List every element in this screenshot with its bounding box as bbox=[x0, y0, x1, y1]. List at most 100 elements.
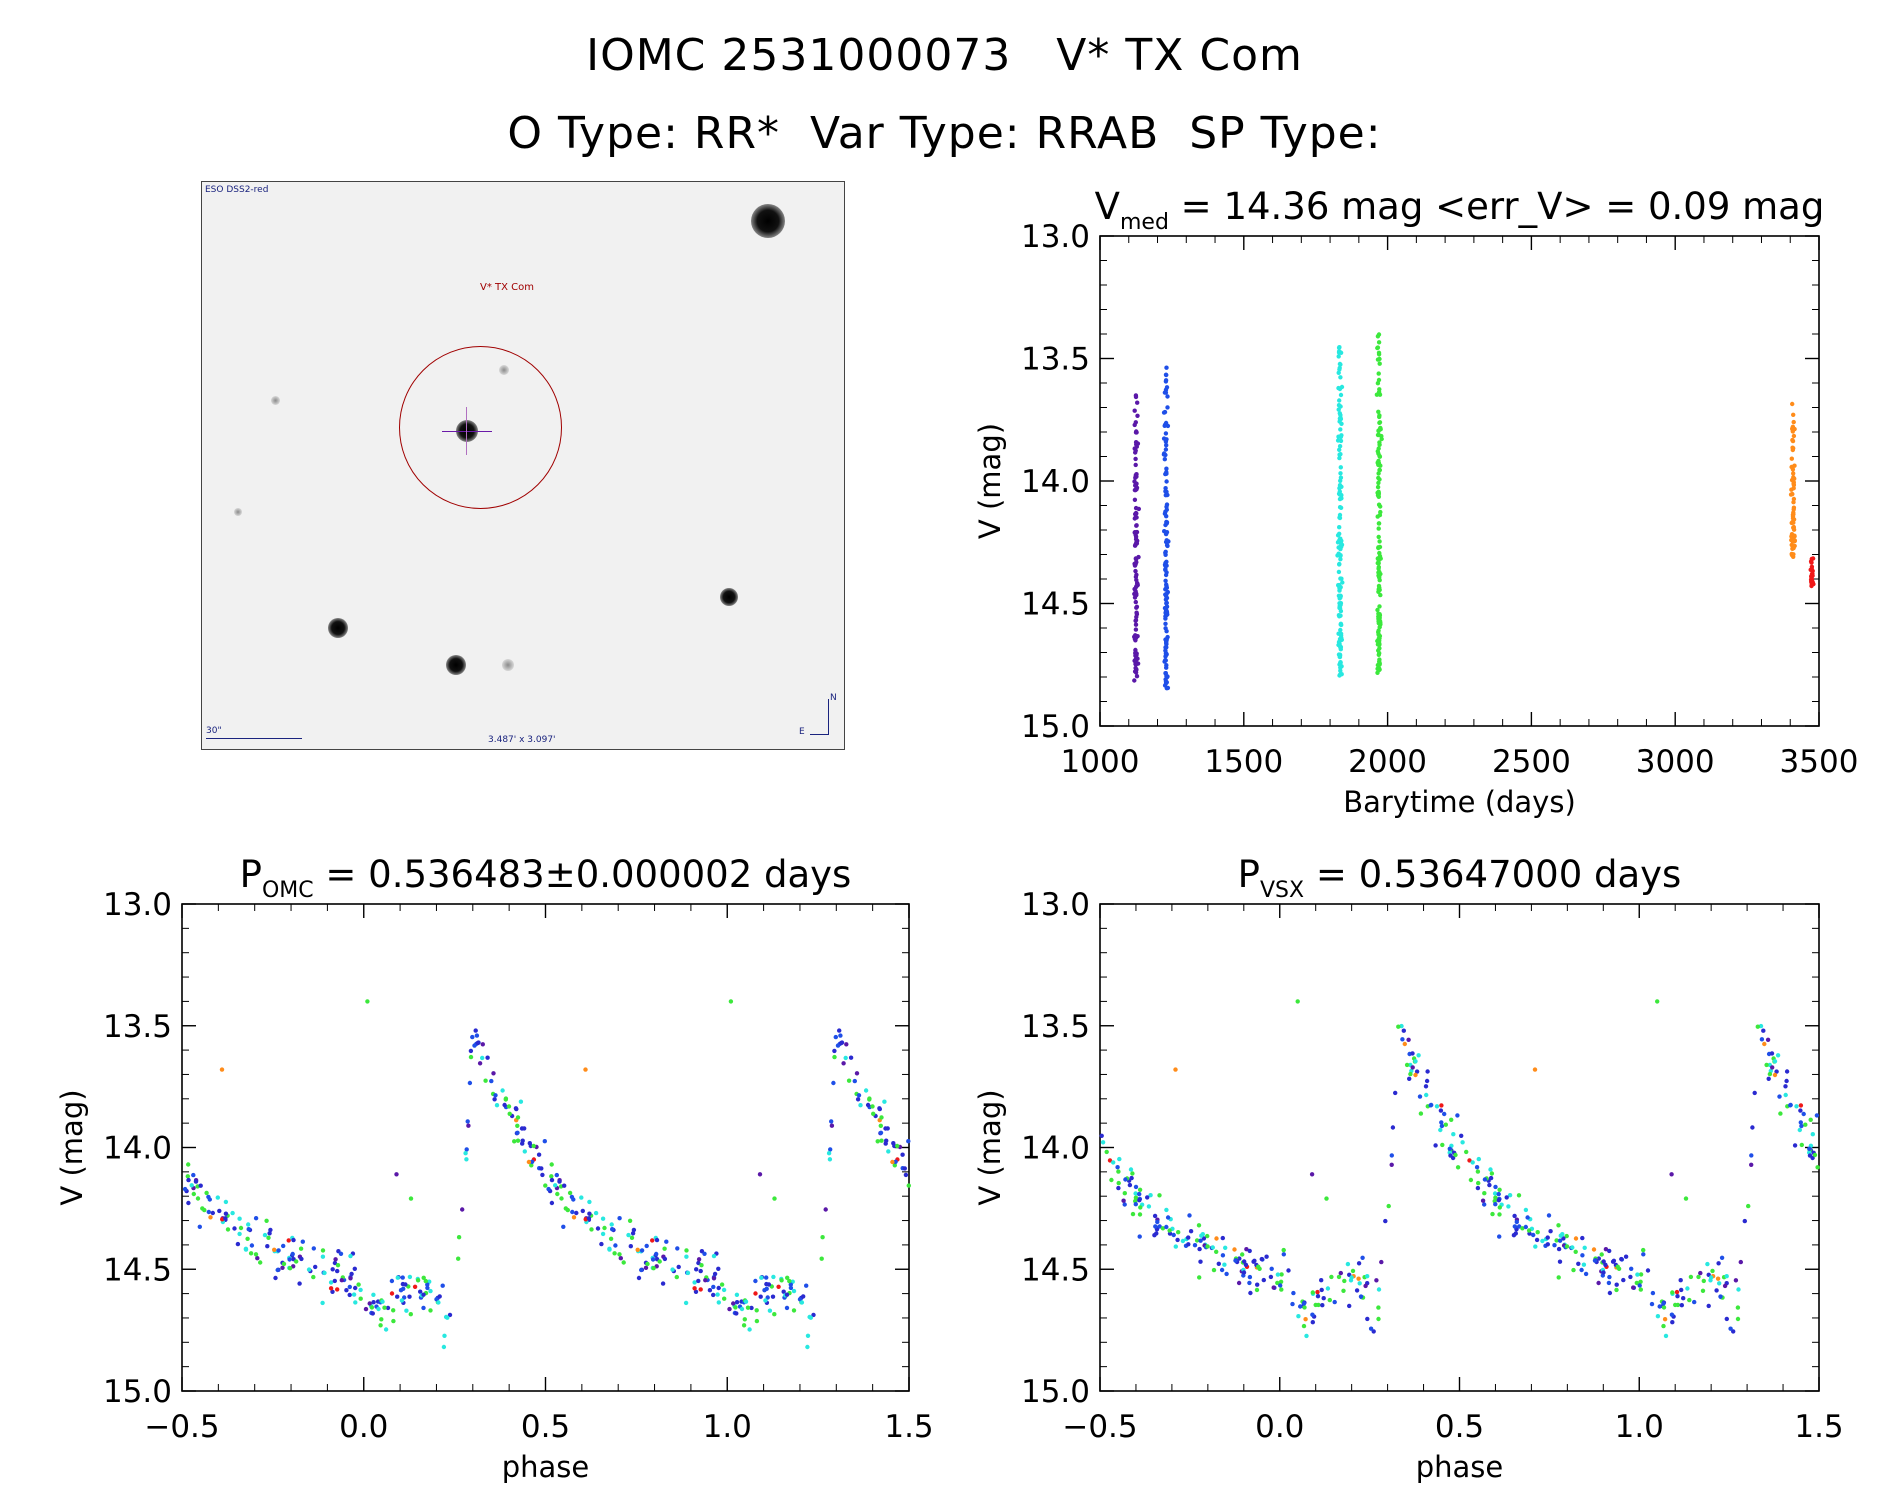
chart-title: PVSX = 0.53647000 days bbox=[1238, 853, 1682, 903]
phase-point-green bbox=[186, 1162, 191, 1167]
phase-point-blue bbox=[804, 1283, 809, 1288]
lightcurve-point-green bbox=[1377, 414, 1382, 420]
phase-point-blue bbox=[1400, 1037, 1405, 1042]
lightcurve-point-orange bbox=[1788, 492, 1794, 497]
phase-point-darkblue bbox=[734, 1311, 739, 1316]
phase-point-green bbox=[754, 1308, 759, 1313]
phase-point-purple bbox=[1389, 1162, 1394, 1168]
phase-point-green bbox=[1160, 1226, 1166, 1231]
phase-point-blue bbox=[765, 1295, 770, 1300]
phase-point-darkblue bbox=[1259, 1256, 1265, 1262]
outlier-point bbox=[219, 1067, 225, 1072]
phase-point-green bbox=[1661, 1323, 1666, 1329]
x-tick-label: −0.5 bbox=[144, 1409, 219, 1445]
phase-point-cyan bbox=[670, 1267, 675, 1272]
lightcurve-point-cyan bbox=[1337, 562, 1342, 567]
phase-point-purple bbox=[1244, 1247, 1249, 1252]
lightcurve-point-green bbox=[1375, 607, 1380, 613]
phase-point-red bbox=[692, 1286, 697, 1291]
phase-point-green bbox=[281, 1261, 287, 1267]
phase-point-green bbox=[512, 1139, 517, 1144]
phase-point-orange bbox=[890, 1159, 895, 1165]
phase-point-green bbox=[1194, 1238, 1200, 1243]
phase-point-green bbox=[1641, 1247, 1646, 1253]
phase-point-darkblue bbox=[586, 1216, 592, 1221]
phase-point-green bbox=[258, 1260, 263, 1265]
lightcurve-point-green bbox=[1377, 657, 1382, 662]
phase-point-green bbox=[421, 1275, 426, 1281]
phase-point-darkblue bbox=[1186, 1242, 1191, 1247]
phase-point-darkblue bbox=[770, 1294, 776, 1299]
lightcurve-point-purple bbox=[1133, 627, 1139, 632]
lightcurve-point-orange bbox=[1791, 412, 1796, 417]
phase-point-cyan bbox=[587, 1199, 592, 1205]
phase-point-green bbox=[1122, 1191, 1128, 1196]
phase-point-blue bbox=[1447, 1146, 1453, 1152]
phase-point-green bbox=[779, 1278, 784, 1283]
lightcurve-point-cyan bbox=[1337, 614, 1342, 619]
lightcurve-point-cyan bbox=[1339, 484, 1344, 489]
phase-point-darkblue bbox=[1152, 1213, 1158, 1219]
phase-point-blue bbox=[1759, 1037, 1765, 1042]
phase-point-darkblue bbox=[676, 1264, 681, 1270]
lightcurve-point-orange bbox=[1791, 512, 1796, 517]
lightcurve-point-green bbox=[1377, 661, 1382, 667]
lightcurve-point-blue bbox=[1162, 452, 1168, 457]
lightcurve-point-green bbox=[1376, 534, 1381, 540]
phase-point-purple bbox=[1603, 1247, 1609, 1252]
lightcurve-point-blue bbox=[1164, 365, 1169, 370]
phase-point-darkblue bbox=[371, 1300, 376, 1305]
lightcurve-point-blue bbox=[1164, 507, 1170, 512]
phase-point-cyan bbox=[463, 1151, 468, 1156]
phase-point-green bbox=[1700, 1288, 1706, 1294]
lightcurve-point-blue bbox=[1162, 457, 1168, 462]
phase-point-blue bbox=[440, 1283, 445, 1288]
phase-point-cyan bbox=[1507, 1193, 1513, 1198]
phase-point-blue bbox=[1657, 1304, 1662, 1309]
phase-point-cyan bbox=[734, 1292, 740, 1298]
phase-point-green bbox=[1493, 1195, 1498, 1200]
phase-point-green bbox=[1803, 1122, 1808, 1127]
phase-point-cyan bbox=[1304, 1333, 1309, 1339]
phase-point-cyan bbox=[407, 1274, 413, 1280]
phase-point-green bbox=[1310, 1290, 1316, 1295]
phase-point-purple bbox=[1738, 1259, 1744, 1265]
survey-label: ESO DSS2-red bbox=[205, 185, 269, 195]
phase-point-purple bbox=[1406, 1037, 1411, 1043]
phase-point-blue bbox=[546, 1186, 551, 1192]
lightcurve-point-green bbox=[1377, 638, 1382, 643]
phase-point-darkblue bbox=[1496, 1198, 1502, 1203]
phase-point-cyan bbox=[609, 1222, 614, 1227]
phase-point-green bbox=[1240, 1252, 1245, 1257]
lightcurve-point-purple bbox=[1134, 444, 1140, 449]
phase-point-green bbox=[699, 1263, 704, 1268]
phase-point-cyan bbox=[480, 1055, 485, 1061]
phase-point-darkblue bbox=[349, 1271, 354, 1277]
phase-point-purple bbox=[823, 1207, 828, 1212]
phase-point-orange bbox=[1715, 1276, 1721, 1281]
phase-point-cyan bbox=[1345, 1261, 1351, 1267]
phase-point-blue bbox=[249, 1243, 255, 1248]
lightcurve-point-blue bbox=[1164, 686, 1170, 691]
phase-point-orange bbox=[1591, 1247, 1597, 1252]
phase-point-darkblue bbox=[437, 1294, 442, 1299]
lightcurve-point-purple bbox=[1132, 408, 1137, 413]
x-tick-label: 3500 bbox=[1780, 744, 1859, 780]
phase-point-cyan bbox=[1797, 1127, 1803, 1133]
phase-point-cyan bbox=[443, 1314, 449, 1320]
phase-point-darkblue bbox=[332, 1260, 338, 1266]
phase-point-darkblue bbox=[1383, 1218, 1388, 1224]
target-circle bbox=[399, 346, 562, 509]
phase-point-darkblue bbox=[1198, 1259, 1203, 1264]
phase-point-green bbox=[1116, 1169, 1121, 1174]
phase-point-cyan bbox=[1223, 1245, 1228, 1251]
phase-point-purple bbox=[1363, 1283, 1368, 1289]
phase-point-green bbox=[1440, 1142, 1445, 1148]
lightcurve-point-cyan bbox=[1339, 496, 1344, 501]
phase-point-blue bbox=[1439, 1120, 1444, 1125]
phase-point-blue bbox=[1749, 1153, 1754, 1158]
phase-point-darkblue bbox=[1752, 1090, 1757, 1096]
phase-point-darkblue bbox=[885, 1126, 890, 1131]
phase-point-blue bbox=[702, 1251, 707, 1257]
phase-point-green bbox=[456, 1256, 461, 1261]
